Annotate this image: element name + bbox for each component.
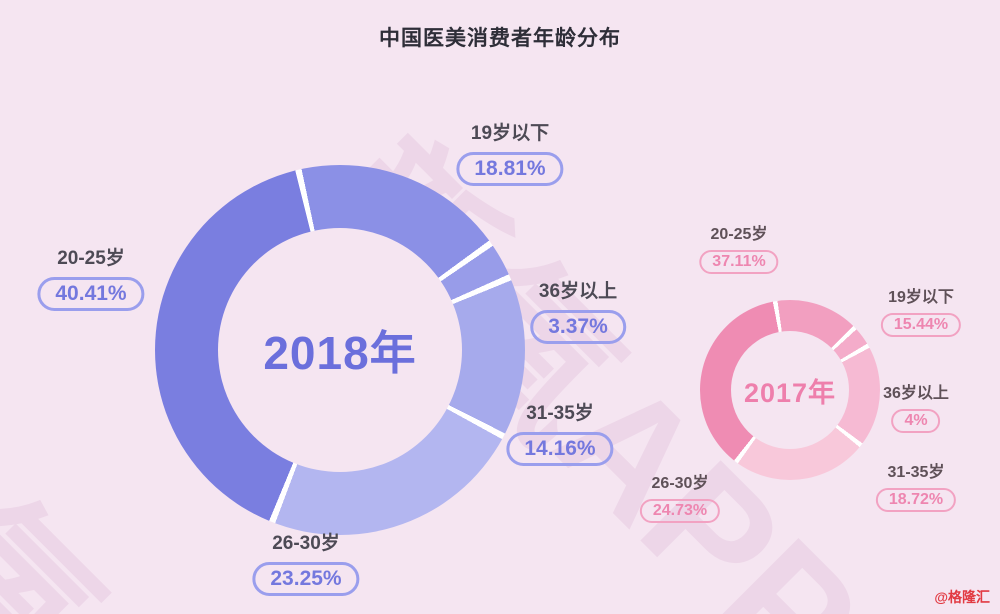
- category-label: 20-25岁: [57, 248, 125, 269]
- category-label: 19岁以下: [888, 289, 954, 306]
- label-2018-26-30: 26-30岁 23.25%: [252, 528, 360, 596]
- value-pill: 3.37%: [530, 310, 626, 344]
- donut-2017-hole: 2017年: [731, 331, 849, 449]
- category-label: 20-25岁: [710, 226, 768, 243]
- value-pill: 18.81%: [456, 152, 564, 186]
- value-pill: 37.11%: [699, 250, 779, 274]
- label-2018-under19: 19岁以下 18.81%: [456, 118, 564, 186]
- donut-2017-center-label: 2017年: [743, 377, 837, 408]
- label-2017-over36: 36岁以上 4%: [883, 379, 949, 433]
- label-2017-under19: 19岁以下 15.44%: [880, 283, 962, 337]
- brand-watermark: @格隆汇: [934, 589, 990, 605]
- value-pill: 14.16%: [506, 432, 614, 466]
- label-2018-over36: 36岁以上 3.37%: [530, 276, 626, 344]
- value-pill: 23.25%: [252, 562, 360, 596]
- category-label: 31-35岁: [526, 403, 594, 424]
- category-label: 31-35岁: [887, 464, 945, 481]
- donut-2018-center-label: 2018年: [263, 327, 417, 379]
- label-2017-31-35: 31-35岁 18.72%: [875, 458, 957, 512]
- value-pill: 4%: [891, 409, 941, 433]
- label-2017-26-30: 26-30岁 24.73%: [639, 469, 721, 523]
- label-2018-20-25: 20-25岁 40.41%: [37, 243, 145, 311]
- category-label: 26-30岁: [651, 475, 709, 492]
- category-label: 36岁以上: [538, 281, 618, 302]
- value-pill: 24.73%: [639, 499, 721, 523]
- label-2018-31-35: 31-35岁 14.16%: [506, 398, 614, 466]
- category-label: 26-30岁: [272, 533, 340, 554]
- chart-title: 中国医美消费者年龄分布: [379, 27, 621, 50]
- value-pill: 40.41%: [37, 277, 145, 311]
- label-2017-20-25: 20-25岁 37.11%: [699, 220, 779, 274]
- watermark-diagonal-2: 新氧: [0, 349, 134, 614]
- value-pill: 18.72%: [875, 488, 957, 512]
- donut-2018-hole: 2018年: [218, 228, 462, 472]
- value-pill: 15.44%: [880, 313, 962, 337]
- category-label: 36岁以上: [883, 385, 949, 402]
- category-label: 19岁以下: [470, 123, 550, 144]
